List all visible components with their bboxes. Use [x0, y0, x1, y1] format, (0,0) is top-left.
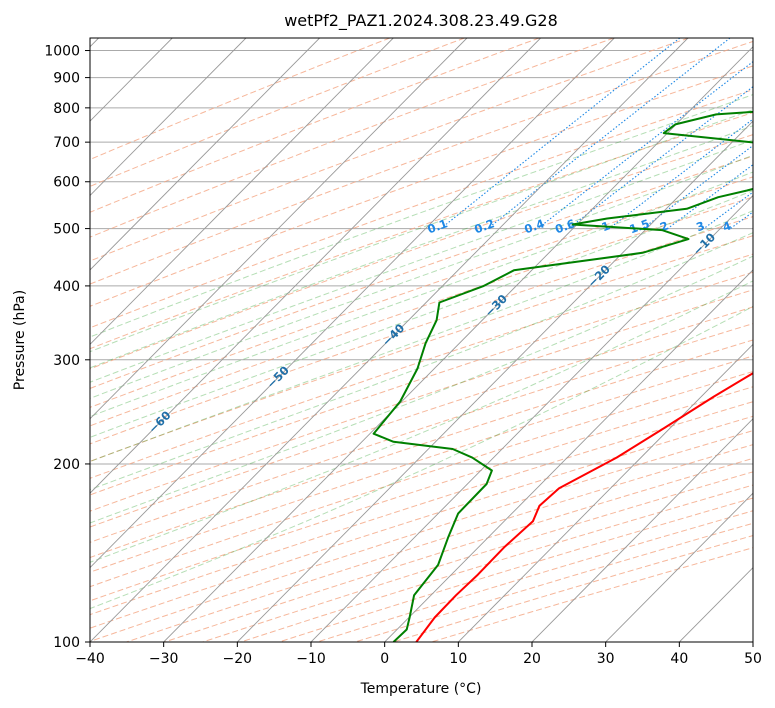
x-tick-label: 20: [523, 651, 541, 667]
isotherm-line: [90, 38, 615, 569]
mixing-ratio-label: 1.5: [627, 216, 651, 236]
sounding-series: [372, 110, 753, 642]
temperature-line: [415, 371, 753, 642]
y-tick-label: 1000: [44, 44, 80, 60]
dewpoint-line: [372, 110, 753, 642]
x-tick-label: 50: [744, 651, 762, 667]
isotherm-grid: [90, 38, 753, 642]
x-tick-label: −20: [223, 651, 253, 667]
isotherm-line: [90, 38, 689, 642]
dry-adiabat-line: [90, 355, 753, 573]
x-axis-ticks: −40 −30 −20 −10 0 10 20 30 40 50: [75, 642, 762, 667]
dry-adiabat-line: [90, 134, 753, 370]
isotherm-line: [237, 120, 753, 642]
isotherm-line: [458, 343, 753, 642]
moist-adiabat-line: [90, 210, 753, 463]
y-tick-label: 700: [53, 135, 80, 151]
x-tick-label: −40: [75, 651, 105, 667]
mixing-ratio-label: 6: [760, 218, 772, 234]
dry-adiabat-line: [90, 216, 753, 445]
dry-adiabat-line: [90, 370, 753, 588]
dry-adiabat-line: [90, 176, 753, 408]
plot-content: −100−90−80−70−60−50−40−30−20−10010203040…: [24, 38, 775, 642]
y-tick-label: 800: [53, 101, 80, 117]
mixing-ratio-line: [769, 38, 775, 229]
moist-adiabat-line: [90, 255, 753, 524]
isotherm-line: [90, 38, 320, 271]
y-tick-label: 400: [53, 279, 80, 295]
mixing-ratio-line: [568, 85, 753, 230]
dry-adiabat-line: [90, 40, 753, 285]
plot-frame: [89, 37, 754, 643]
isotherm-line: [163, 46, 753, 642]
dry-adiabat-line: [90, 271, 753, 496]
dry-adiabat-line: [90, 38, 689, 262]
isotherm-line: [752, 641, 753, 642]
y-tick-label: 300: [53, 353, 80, 369]
x-tick-label: 30: [597, 651, 615, 667]
moist-adiabat-line: [90, 171, 753, 418]
dry-adiabat-line: [90, 38, 615, 238]
isotherm-line: [605, 492, 753, 642]
moist-adiabat-line: [90, 190, 753, 438]
moist-adiabat-line: [90, 94, 753, 338]
mixing-ratio-label: 0.1: [426, 216, 450, 236]
chart-title: wetPf2_PAZ1.2024.308.23.49.G28: [284, 11, 558, 31]
dry-adiabat-line: [90, 235, 753, 462]
dry-adiabat-line: [90, 112, 753, 350]
isotherm-line: [90, 38, 541, 494]
y-tick-label: 100: [53, 635, 80, 651]
x-tick-label: 10: [449, 651, 467, 667]
y-tick-label: 200: [53, 457, 80, 473]
mixing-ratio-label: 0.4: [522, 216, 546, 236]
x-axis-label: Temperature (°C): [360, 681, 482, 697]
moist-adiabat-line: [90, 109, 753, 353]
isotherm-label: −70: [24, 456, 52, 484]
isotherm-line: [90, 38, 468, 420]
y-tick-label: 600: [53, 175, 80, 191]
dry-adiabat-line: [90, 323, 753, 543]
isotherm-line: [310, 194, 753, 642]
isotherm-line: [384, 269, 753, 642]
isobar-grid: [90, 50, 753, 642]
mixing-ratio-label: 0.2: [472, 216, 496, 236]
moist-adiabat-line: [90, 305, 753, 610]
x-tick-label: 0: [380, 651, 389, 667]
dry-adiabat-line: [90, 38, 465, 187]
x-tick-label: −10: [296, 651, 326, 667]
moist-adiabat-line: [90, 280, 753, 563]
mixing-ratio-label: 0.6: [553, 216, 577, 236]
mixing-ratio-line: [642, 144, 753, 230]
x-tick-label: −30: [149, 651, 179, 667]
y-tick-label: 500: [53, 222, 80, 238]
moist-adiabat-line: [90, 125, 753, 369]
y-axis-ticks: 100 200 300 400 500 600 700 800 900 1000: [44, 44, 90, 651]
dry-adiabat-line: [90, 289, 753, 512]
y-axis-label: Pressure (hPa): [12, 290, 28, 390]
plot-area: [90, 38, 753, 642]
x-tick-label: 40: [670, 651, 688, 667]
isotherm-line: [90, 38, 394, 345]
y-tick-label: 900: [53, 71, 80, 87]
isotherm-line: [531, 418, 753, 642]
isotherm-line: [90, 38, 247, 197]
